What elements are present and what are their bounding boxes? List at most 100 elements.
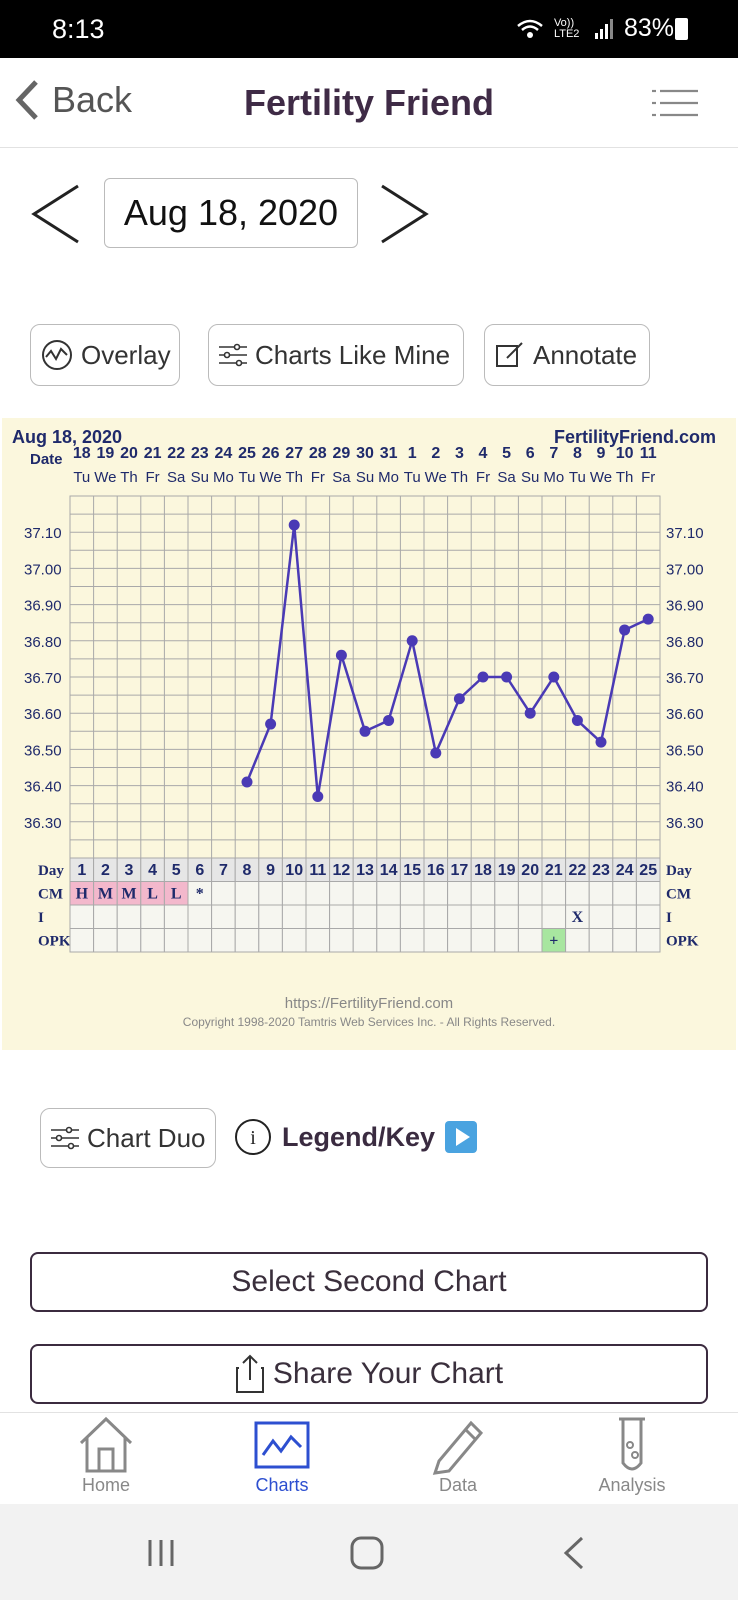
y-tick-right: 36.30: [666, 815, 704, 832]
back-label: Back: [52, 79, 133, 120]
table-row-label-left: I: [38, 910, 44, 926]
page-title: Fertility Friend: [243, 82, 495, 123]
next-date-button[interactable]: [376, 182, 432, 246]
temperature-point: [595, 736, 607, 748]
share-chart-button[interactable]: Share Your Chart: [30, 1344, 708, 1404]
day-cell: 11: [309, 862, 326, 879]
date-display[interactable]: Aug 18, 2020: [104, 178, 358, 248]
y-tick-left: 37.10: [24, 525, 62, 542]
weekday-label: Fr: [641, 469, 655, 486]
cm-cell-bg: [612, 881, 637, 906]
cm-cell-bg: [352, 881, 378, 906]
opk-cell-bg: [470, 928, 496, 953]
intercourse-cell-bg: [588, 904, 614, 929]
date-label: 3: [455, 445, 464, 462]
y-tick-left: 36.30: [24, 815, 62, 832]
date-label: 27: [285, 445, 303, 462]
date-label: 4: [479, 445, 488, 462]
date-label: 23: [191, 445, 209, 462]
cm-cell-bg: [565, 881, 590, 906]
date-label: 31: [380, 445, 398, 462]
opk-cell-bg: [140, 928, 165, 953]
date-label: 2: [431, 445, 440, 462]
temperature-point: [501, 671, 513, 683]
home-system-icon[interactable]: [350, 1536, 384, 1570]
prev-date-button[interactable]: [28, 182, 84, 246]
opk-cell-bg: [211, 928, 236, 953]
opk-cell-bg: [234, 928, 260, 953]
y-tick-right: 36.70: [666, 670, 704, 687]
intercourse-cell-bg: [541, 904, 567, 929]
sliders-icon: [51, 1126, 79, 1150]
chevron-left-icon: [15, 80, 38, 120]
date-label: 22: [167, 445, 185, 462]
day-cell: 16: [427, 862, 445, 879]
nav-home[interactable]: Home: [46, 1415, 166, 1496]
y-tick-left: 36.70: [24, 670, 62, 687]
nav-data[interactable]: Data: [398, 1415, 518, 1496]
date-label: 28: [309, 445, 327, 462]
chart-duo-button[interactable]: Chart Duo: [40, 1108, 216, 1168]
sliders-icon: [219, 343, 247, 367]
back-button[interactable]: Back: [14, 78, 132, 122]
opk-cell-bg: [376, 928, 401, 953]
day-cell: 1: [77, 862, 86, 879]
cm-cell: L: [171, 886, 182, 903]
chart-icon: [254, 1421, 310, 1469]
intercourse-cell-bg: [517, 904, 543, 929]
legend-key-link[interactable]: i Legend/Key: [234, 1118, 478, 1156]
app-header: Back Fertility Friend: [0, 58, 738, 148]
opk-cell-bg: [447, 928, 472, 953]
date-label: 8: [573, 445, 582, 462]
opk-cell-bg: [635, 928, 661, 953]
intercourse-cell-bg: [163, 904, 189, 929]
overlay-label: Overlay: [81, 339, 171, 370]
cm-cell-bg: [541, 881, 567, 906]
y-tick-right: 36.40: [666, 779, 704, 796]
opk-cell-bg: [399, 928, 425, 953]
nav-analysis-label: Analysis: [598, 1475, 666, 1495]
annotate-button[interactable]: Annotate: [484, 324, 650, 386]
select-second-chart-label: Select Second Chart: [231, 1265, 507, 1298]
intercourse-cell-bg: [329, 904, 354, 929]
chart-duo-label: Chart Duo: [87, 1122, 206, 1153]
temperature-point: [383, 714, 395, 726]
nav-charts[interactable]: Charts: [222, 1415, 342, 1496]
intercourse-cell-bg: [494, 904, 519, 929]
date-label: 19: [97, 445, 115, 462]
nav-analysis[interactable]: Analysis: [572, 1415, 692, 1496]
day-cell: 13: [356, 862, 374, 879]
y-tick-right: 36.80: [666, 634, 704, 651]
menu-icon[interactable]: [652, 88, 698, 118]
date-label: 20: [120, 445, 138, 462]
intercourse-cell-bg: [612, 904, 637, 929]
intercourse-cell-bg: [116, 904, 142, 929]
temperature-point: [335, 649, 347, 661]
opk-cell-bg: [423, 928, 449, 953]
y-tick-left: 36.60: [24, 706, 62, 723]
charts-like-mine-button[interactable]: Charts Like Mine: [208, 324, 464, 386]
back-system-icon[interactable]: [562, 1536, 586, 1570]
nav-home-label: Home: [81, 1475, 130, 1495]
recent-apps-icon[interactable]: [146, 1538, 176, 1568]
cm-cell-bg: [258, 881, 283, 906]
date-label: 18: [73, 445, 91, 462]
cm-cell: M: [98, 886, 113, 903]
y-tick-right: 36.90: [666, 598, 704, 615]
pencil-icon: [432, 1420, 484, 1475]
opk-cell-bg: [565, 928, 590, 953]
overlay-button[interactable]: Overlay: [30, 324, 180, 386]
annotate-label: Annotate: [533, 339, 638, 370]
select-second-chart-button[interactable]: Select Second Chart: [30, 1252, 708, 1312]
weekday-label: Th: [616, 469, 634, 486]
opk-cell-bg: [352, 928, 378, 953]
cm-cell-bg: [329, 881, 354, 906]
intercourse-cell-bg: [399, 904, 425, 929]
opk-cell-bg: [612, 928, 637, 953]
weekday-label: Tu: [404, 469, 421, 486]
share-icon: [235, 1354, 264, 1393]
weekday-label: Sa: [167, 469, 186, 486]
day-cell: 2: [101, 862, 110, 879]
temperature-point: [548, 671, 560, 683]
weekday-label: Tu: [73, 469, 90, 486]
